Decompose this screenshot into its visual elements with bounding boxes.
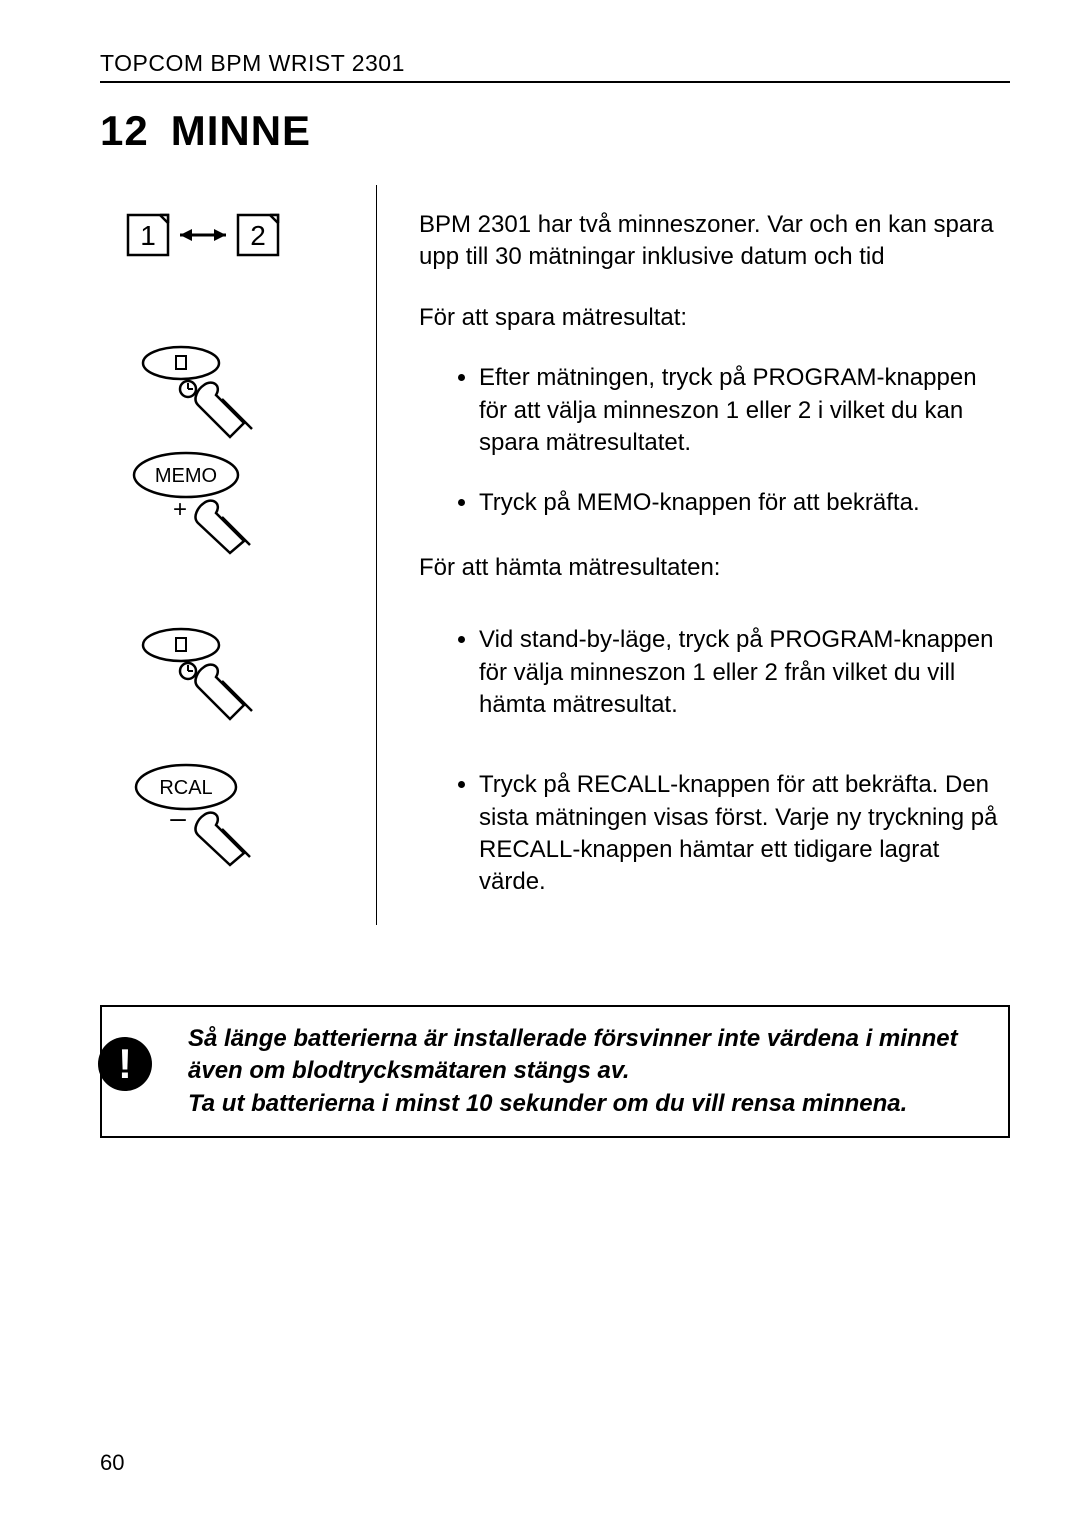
- recall-heading: För att hämta mätresultaten:: [419, 552, 1000, 584]
- note-line-1: Så länge batterierna är installerade för…: [188, 1025, 958, 1084]
- save-step-1: Efter mätningen, tryck på PROGRAM-knappe…: [479, 362, 1000, 459]
- note-line-2: Ta ut batterierna i minst 10 sekunder om…: [188, 1090, 907, 1117]
- minus-icon: –: [170, 802, 186, 833]
- memo-button-label: MEMO: [155, 465, 217, 487]
- page-number: 60: [100, 1450, 124, 1476]
- note-box: ! Så länge batterierna är installerade f…: [100, 1005, 1010, 1138]
- product-header: TOPCOM BPM WRIST 2301: [100, 50, 1010, 83]
- memory-zone-diagram: 1 2: [126, 209, 376, 261]
- section-title-text: MINNE: [171, 107, 311, 154]
- section-number: 12: [100, 107, 149, 154]
- section-heading: 12 MINNE: [100, 107, 1010, 155]
- zone-2-label: 2: [250, 220, 266, 251]
- save-step-2: Tryck på MEMO-knappen för att bekräfta.: [479, 487, 1000, 519]
- recall-step-1: Vid stand-by-läge, tryck på PROGRAM-knap…: [479, 624, 1000, 721]
- intro-paragraph: BPM 2301 har två minneszoner. Var och en…: [419, 209, 1000, 274]
- memo-button-diagram: MEMO +: [126, 345, 376, 555]
- recall-step-2: Tryck på RECALL-knappen för att bekräfta…: [479, 769, 1000, 899]
- plus-icon: +: [173, 496, 187, 523]
- exclamation-icon: !: [98, 1037, 152, 1091]
- zone-1-label: 1: [140, 220, 156, 251]
- vertical-divider: [376, 185, 377, 925]
- save-heading: För att spara mätresultat:: [419, 302, 1000, 334]
- recall-button-diagram: RCAL –: [126, 627, 376, 867]
- rcal-button-label: RCAL: [159, 777, 212, 799]
